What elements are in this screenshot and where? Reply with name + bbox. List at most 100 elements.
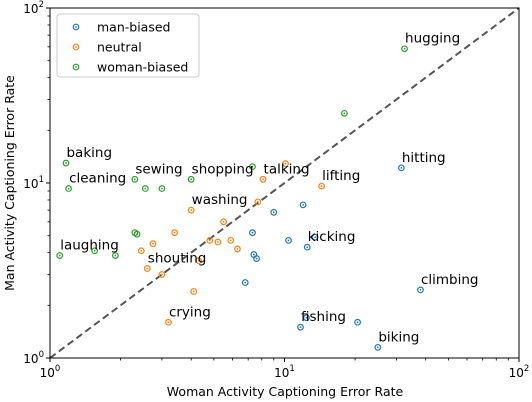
data-point-woman-biased-5	[131, 175, 139, 183]
data-point-center-neutral-9	[208, 239, 211, 242]
data-point-center-man-biased-3	[255, 257, 258, 260]
legend-box	[56, 13, 200, 78]
data-point-center-neutral-8	[197, 259, 200, 262]
x-tick-label: 101	[274, 364, 295, 380]
data-point-neutral-13	[234, 245, 241, 253]
data-point-center-neutral-1	[146, 267, 149, 270]
x-tick-label: 102	[509, 364, 530, 380]
data-point-woman-biased-2	[65, 185, 72, 192]
data-point-man-biased-8	[311, 233, 319, 241]
data-point-man-biased-10	[303, 314, 310, 322]
data-point-neutral-11	[220, 218, 228, 226]
data-point-man-biased-9	[297, 323, 304, 331]
data-point-center-neutral-6	[190, 209, 193, 212]
data-point-neutral-16	[282, 160, 289, 168]
annotation-hugging: hugging	[405, 31, 460, 47]
data-point-neutral-5	[165, 318, 172, 326]
data-point-center-man-biased-4	[272, 211, 275, 214]
annotation-fishing: fishing	[301, 309, 346, 325]
data-point-center-neutral-0	[140, 249, 143, 252]
annotation-climbing: climbing	[421, 272, 479, 288]
diagonal-reference-line	[49, 7, 520, 359]
data-point-center-man-biased-11	[356, 321, 359, 324]
data-point-man-biased-12	[374, 343, 382, 351]
annotation-biking: biking	[378, 329, 419, 345]
data-point-center-woman-biased-7	[136, 233, 138, 236]
x-tick-label: 100	[40, 364, 61, 380]
legend-marker-neutral	[72, 43, 80, 51]
data-point-center-man-biased-1	[251, 231, 254, 234]
annotation-sewing: sewing	[135, 161, 182, 177]
data-point-center-neutral-13	[236, 248, 239, 250]
data-point-neutral-7	[190, 288, 198, 295]
data-point-man-biased-7	[303, 243, 311, 251]
data-point-center-woman-biased-13	[403, 47, 406, 50]
annotation-baking: baking	[66, 145, 112, 161]
data-point-man-biased-11	[354, 318, 362, 326]
data-point-center-neutral-14	[256, 200, 259, 203]
data-point-center-woman-biased-12	[343, 112, 346, 115]
y-axis-label: Man Activity Captioning Error Rate	[2, 75, 17, 291]
data-point-neutral-4	[171, 229, 179, 237]
data-point-center-woman-biased-0	[58, 254, 61, 257]
legend-marker-man-biased	[72, 23, 80, 31]
data-point-man-biased-6	[299, 201, 307, 209]
data-point-neutral-6	[187, 206, 195, 214]
data-point-center-neutral-2	[152, 242, 154, 245]
data-point-neutral-9	[206, 236, 214, 244]
data-point-neutral-2	[149, 240, 157, 248]
data-point-woman-biased-12	[340, 109, 348, 117]
data-point-woman-biased-3	[91, 247, 99, 255]
data-point-man-biased-0	[241, 279, 249, 286]
data-point-center-woman-biased-8	[144, 187, 147, 190]
data-point-neutral-17	[318, 182, 326, 190]
data-point-woman-biased-9	[158, 185, 166, 192]
data-point-center-neutral-16	[284, 162, 287, 165]
annotation-shouting: shouting	[148, 250, 207, 266]
data-point-center-woman-biased-9	[160, 187, 163, 190]
data-point-center-neutral-7	[192, 290, 195, 293]
data-point-center-man-biased-7	[306, 246, 309, 249]
data-point-center-man-biased-5	[287, 239, 290, 242]
legend: man-biased neutral woman-biased	[56, 13, 200, 78]
data-point-center-woman-biased-3	[93, 249, 96, 252]
data-point-center-man-biased-14	[419, 288, 422, 291]
legend-marker-center-neutral	[75, 46, 77, 48]
data-point-center-man-biased-13	[400, 166, 403, 169]
annotation-kicking: kicking	[308, 229, 356, 245]
data-point-woman-biased-8	[141, 185, 149, 192]
annotation-shopping: shopping	[192, 161, 254, 177]
data-point-neutral-14	[254, 198, 262, 206]
legend-marker-woman-biased	[72, 63, 80, 71]
data-point-center-neutral-4	[173, 231, 176, 234]
data-point-neutral-15	[259, 175, 267, 183]
data-point-center-neutral-10	[217, 241, 219, 243]
data-point-neutral-12	[227, 236, 235, 244]
y-tick-label: 101	[23, 175, 44, 191]
data-point-man-biased-1	[249, 229, 256, 237]
y-tick-label: 100	[23, 350, 44, 366]
data-point-center-woman-biased-10	[190, 178, 193, 181]
data-point-neutral-10	[214, 238, 222, 246]
data-point-center-man-biased-8	[314, 236, 316, 239]
annotation-talking: talking	[264, 161, 310, 177]
data-point-center-man-biased-0	[244, 281, 247, 284]
data-point-center-woman-biased-11	[251, 165, 254, 168]
annotation-washing: washing	[192, 192, 248, 208]
data-point-man-biased-5	[285, 236, 292, 244]
data-point-center-woman-biased-5	[133, 178, 136, 181]
data-point-neutral-3	[158, 271, 166, 278]
data-point-center-neutral-15	[262, 178, 264, 181]
data-point-center-neutral-12	[229, 239, 232, 242]
data-point-center-woman-biased-4	[114, 254, 117, 257]
plot-area: hugging baking cleaning sewing shopping talki…	[23, 0, 529, 380]
data-point-center-neutral-11	[222, 220, 225, 223]
data-point-center-man-biased-2	[252, 253, 255, 256]
data-point-woman-biased-13	[401, 45, 408, 53]
data-point-center-woman-biased-1	[65, 162, 67, 164]
data-point-neutral-0	[137, 247, 145, 255]
data-point-center-man-biased-9	[299, 326, 302, 329]
data-point-center-neutral-3	[160, 273, 163, 276]
annotation-cleaning: cleaning	[69, 171, 126, 187]
